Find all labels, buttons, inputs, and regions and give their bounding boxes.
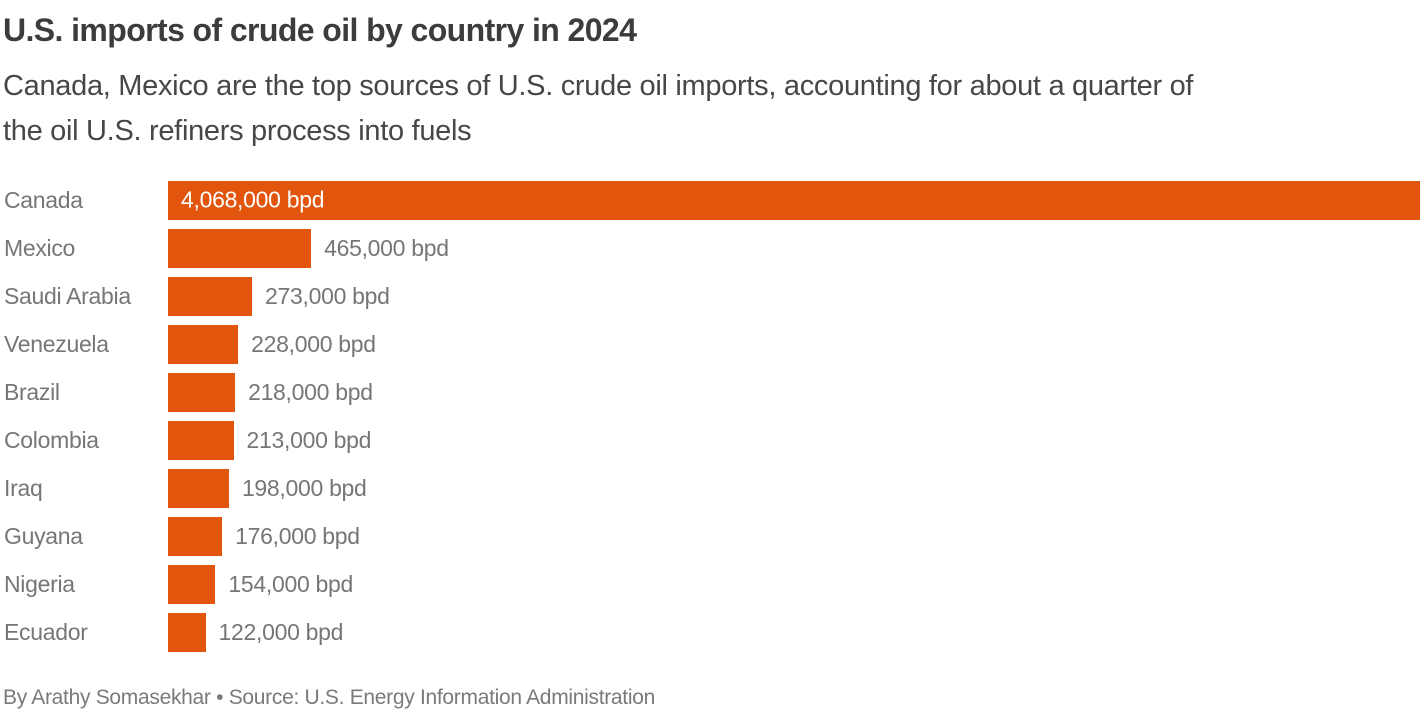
bar-track: 228,000 bpd (168, 324, 1420, 364)
value-label-nigeria: 154,000 bpd (228, 570, 353, 597)
value-label-ecuador: 122,000 bpd (218, 618, 344, 645)
value-label-guyana: 176,000 bpd (235, 522, 360, 549)
subtitle-line-1: Canada, Mexico are the top sources of U.… (3, 70, 1194, 102)
country-label-ecuador: Ecuador (4, 618, 88, 645)
chart-row-venezuela: Venezuela 228,000 bpd (0, 320, 1420, 368)
bar-track: 465,000 bpd (168, 228, 1420, 268)
country-label-venezuela: Venezuela (4, 330, 109, 357)
chart-row-saudi-arabia: Saudi Arabia 273,000 bpd (0, 272, 1420, 320)
value-label-saudi-arabia: 273,000 bpd (265, 282, 390, 309)
bar-nigeria (168, 564, 216, 604)
bar-ecuador (168, 612, 206, 652)
bar-track: 198,000 bpd (168, 468, 1420, 508)
bar-track: 122,000 bpd (168, 612, 1420, 652)
value-label-brazil: 218,000 bpd (248, 378, 373, 405)
chart-row-colombia: Colombia 213,000 bpd (0, 416, 1420, 464)
bar-track: 176,000 bpd (168, 516, 1420, 556)
country-label-saudi-arabia: Saudi Arabia (4, 282, 131, 309)
country-label-guyana: Guyana (4, 522, 83, 549)
value-label-iraq: 198,000 bpd (241, 474, 367, 501)
bar-saudi-arabia (168, 276, 253, 316)
chart-row-guyana: Guyana 176,000 bpd (0, 512, 1420, 560)
byline-source-text: By Arathy Somasekhar • Source: U.S. Ener… (3, 686, 655, 709)
value-label-colombia: 213,000 bpd (246, 426, 372, 453)
bar-guyana (168, 516, 223, 556)
bar-chart: Canada 4,068,000 bpd Mexico 465,000 bpd … (0, 176, 1420, 656)
bar-iraq (168, 468, 229, 508)
value-label-canada: 4,068,000 bpd (181, 186, 325, 213)
chart-subtitle: Canada, Mexico are the top sources of U.… (0, 64, 1420, 154)
chart-row-ecuador: Ecuador 122,000 bpd (0, 608, 1420, 656)
bar-track: 213,000 bpd (168, 420, 1420, 460)
bar-track: 154,000 bpd (168, 564, 1420, 604)
country-label-brazil: Brazil (4, 378, 60, 405)
country-label-colombia: Colombia (4, 426, 99, 453)
page-title: U.S. imports of crude oil by country in … (3, 12, 637, 48)
bar-track: 4,068,000 bpd (168, 180, 1420, 220)
country-label-nigeria: Nigeria (4, 570, 75, 597)
chart-row-iraq: Iraq 198,000 bpd (0, 464, 1420, 512)
bar-track: 218,000 bpd (168, 372, 1420, 412)
chart-row-nigeria: Nigeria 154,000 bpd (0, 560, 1420, 608)
chart-row-brazil: Brazil 218,000 bpd (0, 368, 1420, 416)
country-label-mexico: Mexico (4, 234, 76, 261)
bar-venezuela (168, 324, 239, 364)
chart-row-mexico: Mexico 465,000 bpd (0, 224, 1420, 272)
chart-row-canada: Canada 4,068,000 bpd (0, 176, 1420, 224)
bar-track: 273,000 bpd (168, 276, 1420, 316)
country-label-iraq: Iraq (4, 474, 43, 501)
value-label-venezuela: 228,000 bpd (251, 330, 376, 357)
bar-colombia (168, 420, 234, 460)
bar-canada (168, 180, 1420, 220)
bar-brazil (168, 372, 236, 412)
country-label-canada: Canada (4, 186, 83, 213)
subtitle-line-2: the oil U.S. refiners process into fuels (3, 115, 472, 147)
value-label-mexico: 465,000 bpd (324, 234, 449, 261)
bar-mexico (168, 228, 312, 268)
